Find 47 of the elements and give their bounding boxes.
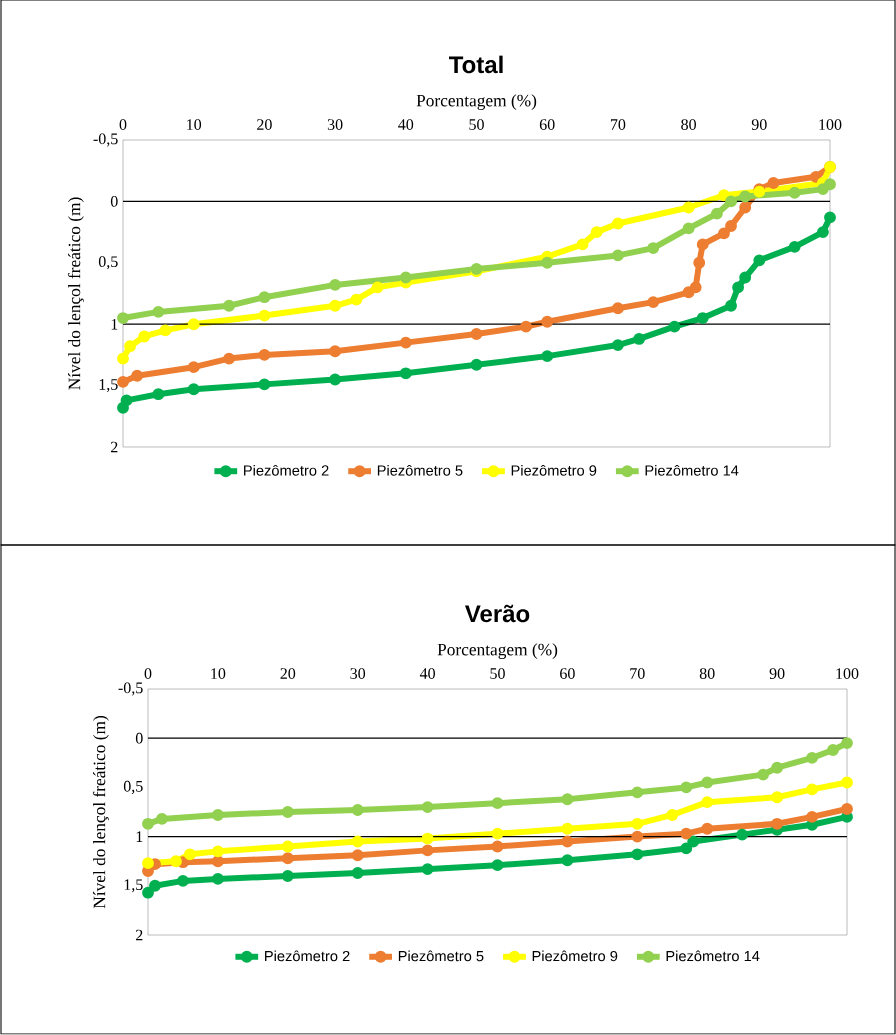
y-tick-label: 0 <box>110 195 118 207</box>
x-tick-label: 60 <box>560 668 575 679</box>
y-tick-label: 0,5 <box>98 256 118 270</box>
legend-label: Piezômetro 14 <box>666 950 760 962</box>
x-tick-label: 30 <box>327 119 343 130</box>
y-tick-label: 1,5 <box>124 879 143 893</box>
x-tick-label: 40 <box>419 668 435 679</box>
y-axis-title: Nível do lençol freático (m) <box>67 197 84 390</box>
x-tick-label: 10 <box>211 668 226 679</box>
x-tick-label: 80 <box>681 119 696 130</box>
legend-label: Piezômetro 9 <box>511 464 597 476</box>
x-tick-label: 20 <box>280 668 296 679</box>
x-tick-label: 0 <box>144 668 152 679</box>
x-tick-label: 30 <box>350 668 366 679</box>
y-tick-label: 1,5 <box>99 379 118 393</box>
y-tick-label: 2 <box>111 441 118 453</box>
y-tick-label: -0,5 <box>93 133 118 147</box>
x-tick-label: 60 <box>539 119 555 130</box>
legend-label: Piezômetro 9 <box>532 950 618 962</box>
legend-label: Piezômetro 5 <box>398 950 484 962</box>
x-tick-label: 100 <box>819 119 842 130</box>
x-tick-label: 20 <box>257 119 272 130</box>
x-tick-label: 90 <box>751 119 767 130</box>
legend-label: Piezômetro 2 <box>244 464 329 476</box>
x-axis-title: Porcentagem (%) <box>437 643 558 660</box>
x-axis-title: Porcentagem (%) <box>416 94 537 110</box>
y-axis-title: Nível do lençol freático (m) <box>92 715 109 909</box>
legend-label: Piezômetro 2 <box>265 950 350 962</box>
y-tick-label: 2 <box>136 929 143 941</box>
y-tick-label: 0,5 <box>123 780 143 794</box>
x-tick-label: 90 <box>769 668 785 679</box>
x-tick-label: 40 <box>398 119 414 130</box>
chart-title: Total <box>449 55 503 74</box>
x-tick-label: 100 <box>836 668 859 679</box>
legend-label: Piezômetro 5 <box>377 464 463 476</box>
legend-label: Piezômetro 14 <box>645 464 739 476</box>
y-tick-label: 1 <box>136 831 143 842</box>
y-tick-label: -0,5 <box>118 682 143 696</box>
x-tick-label: 10 <box>187 119 202 130</box>
chart-title: Verão <box>464 604 530 623</box>
x-tick-label: 70 <box>630 668 645 679</box>
x-tick-label: 80 <box>699 668 715 679</box>
x-tick-label: 70 <box>610 119 626 130</box>
y-tick-label: 0 <box>135 732 143 744</box>
y-tick-label: 1 <box>111 318 118 330</box>
x-tick-label: 50 <box>469 119 484 130</box>
x-tick-label: 50 <box>490 668 505 679</box>
